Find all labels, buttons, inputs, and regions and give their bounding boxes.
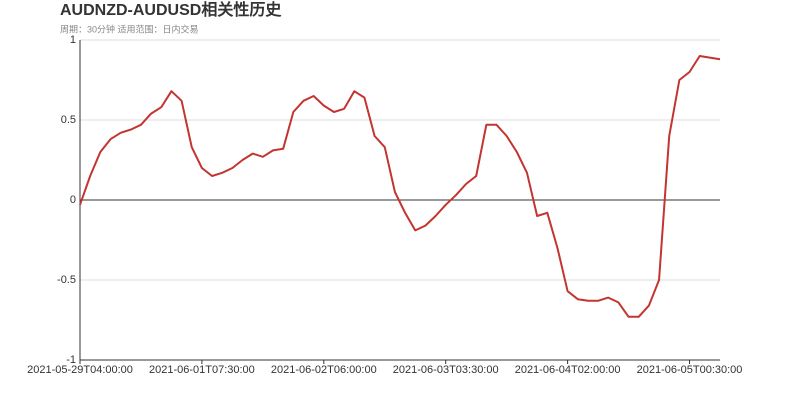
y-tick-label: 1: [70, 34, 76, 46]
x-tick-label: 2021-06-02T06:00:00: [271, 364, 377, 376]
x-tick-label: 2021-06-01T07:30:00: [149, 364, 255, 376]
x-tick-label: 2021-05-29T04:00:00: [27, 364, 133, 376]
y-tick-label: -1: [66, 354, 76, 366]
y-tick-label: 0.5: [61, 114, 76, 126]
x-tick-label: 2021-06-04T02:00:00: [515, 364, 621, 376]
x-tick-label: 2021-06-05T00:30:00: [637, 364, 743, 376]
series-line: [79, 55, 721, 318]
y-tick-label: 0: [70, 194, 76, 206]
chart-subtitle: 周期：30分钟 适用范围：日内交易: [60, 23, 199, 34]
x-tick-label: 2021-06-03T03:30:00: [393, 364, 499, 376]
y-tick-label: -0.5: [57, 274, 76, 286]
chart-title: AUDNZD-AUDUSD相关性历史: [60, 0, 282, 19]
